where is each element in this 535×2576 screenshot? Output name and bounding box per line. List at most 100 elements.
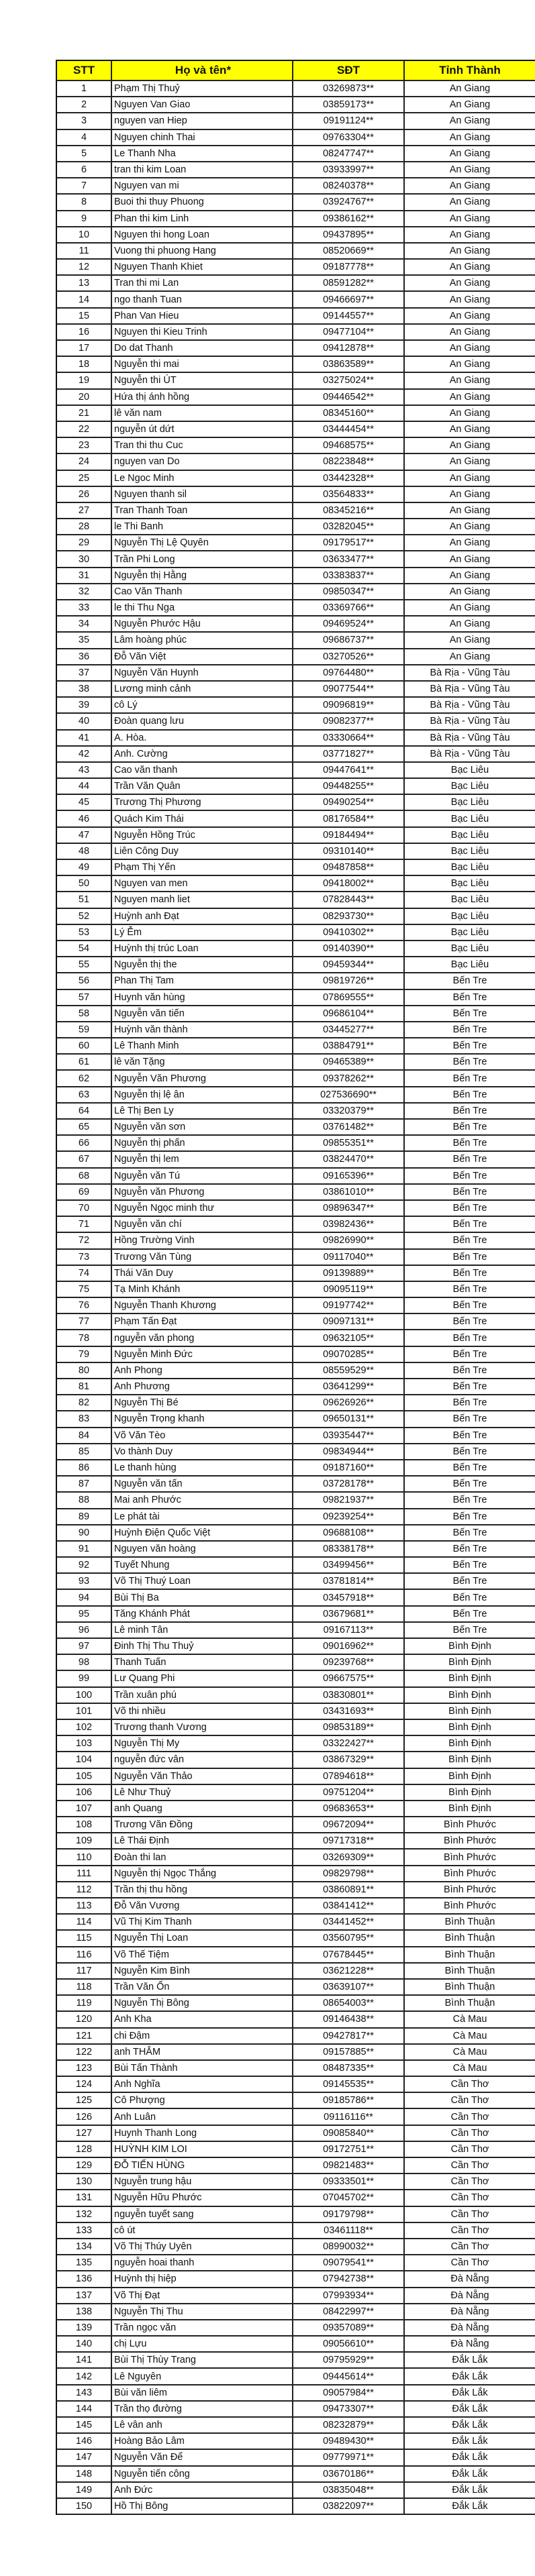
header-phone: SĐT: [293, 61, 405, 80]
province-cell: Bến Tre: [405, 1233, 535, 1248]
phone-cell: 03641299**: [293, 1379, 405, 1395]
table-row: 73 Trương Văn Tùng 09117040** Bến Tre: [57, 1249, 535, 1266]
stt-cell: 142: [57, 2369, 112, 2384]
province-cell: An Giang: [405, 373, 535, 388]
stt-cell: 83: [57, 1411, 112, 1427]
name-cell: tran thi kim Loan: [112, 162, 293, 178]
name-cell: Cao Văn Thanh: [112, 584, 293, 599]
table-row: 18 Nguyễn thi mai 03863589** An Giang: [57, 357, 535, 374]
stt-cell: 91: [57, 1541, 112, 1557]
phone-cell: 09446542**: [293, 389, 405, 405]
phone-cell: 08422997**: [293, 2304, 405, 2319]
table-row: 69 Nguyễn văn Phương 03861010** Bến Tre: [57, 1184, 535, 1201]
province-cell: An Giang: [405, 422, 535, 437]
name-cell: nguyen van Hiep: [112, 113, 293, 129]
stt-cell: 29: [57, 535, 112, 551]
name-cell: cô Lý: [112, 698, 293, 713]
name-cell: Trần Văn Quân: [112, 779, 293, 794]
phone-cell: 09447641**: [293, 762, 405, 778]
name-cell: Vo thành Duy: [112, 1444, 293, 1459]
stt-cell: 137: [57, 2288, 112, 2303]
name-cell: Trần Phi Long: [112, 551, 293, 567]
name-cell: Phan Thị Tam: [112, 973, 293, 989]
province-cell: An Giang: [405, 551, 535, 566]
name-cell: Nguyễn văn chí: [112, 1217, 293, 1232]
province-cell: Bến Tre: [405, 1525, 535, 1540]
table-row: 11 Vuong thi phuong Hang 08520669** An Gian…: [57, 243, 535, 260]
province-cell: Bến Tre: [405, 1330, 535, 1345]
province-cell: An Giang: [405, 244, 535, 258]
name-cell: lê văn nam: [112, 405, 293, 421]
stt-cell: 118: [57, 1979, 112, 1995]
province-cell: Bạc Liêu: [405, 763, 535, 777]
province-cell: Bến Tre: [405, 1590, 535, 1605]
name-cell: nguyễn đức vân: [112, 1752, 293, 1768]
table-row: 96 Lê minh Tân 09167113** Bến Tre: [57, 1622, 535, 1639]
phone-cell: 03269873**: [293, 81, 405, 97]
stt-cell: 15: [57, 308, 112, 323]
province-cell: Bến Tre: [405, 1136, 535, 1150]
stt-cell: 71: [57, 1217, 112, 1232]
name-cell: A. Hòa.: [112, 730, 293, 745]
stt-cell: 101: [57, 1703, 112, 1719]
phone-cell: 09834944**: [293, 1444, 405, 1459]
name-cell: Anh Phương: [112, 1379, 293, 1395]
table-row: 131 Nguyễn Hữu Phước 07045702** Cần Thơ: [57, 2190, 535, 2207]
stt-cell: 72: [57, 1233, 112, 1248]
table-row: 70 Nguyễn Ngọc minh thư 09896347** Bến Tre: [57, 1200, 535, 1218]
stt-cell: 43: [57, 762, 112, 778]
table-row: 55 Nguyễn thị the 09459344** Bạc Liêu: [57, 957, 535, 974]
phone-cell: 09473307**: [293, 2401, 405, 2416]
table-row: 88 Mai anh Phước 09821937** Bến Tre: [57, 1493, 535, 1509]
phone-cell: 03461118**: [293, 2222, 405, 2238]
province-cell: Đắk Lắk: [405, 2385, 535, 2400]
stt-cell: 66: [57, 1136, 112, 1151]
stt-cell: 59: [57, 1022, 112, 1038]
phone-cell: 09751204**: [293, 1784, 405, 1800]
province-cell: An Giang: [405, 503, 535, 518]
name-cell: Nguyễn Thị Lệ Quyên: [112, 535, 293, 551]
phone-cell: 09686104**: [293, 1006, 405, 1021]
table-row: 28 le Thi Banh 03282045** An Giang: [57, 519, 535, 536]
province-cell: An Giang: [405, 309, 535, 323]
province-cell: Bạc Liêu: [405, 844, 535, 859]
phone-cell: 08176584**: [293, 811, 405, 826]
name-cell: Võ thi nhiều: [112, 1703, 293, 1719]
province-cell: Cà Mau: [405, 2012, 535, 2027]
table-row: 148 Nguyễn tiến công 03670186** Đắk Lắk: [57, 2466, 535, 2483]
name-cell: Nguyen van men: [112, 876, 293, 892]
name-cell: Huỳnh Điện Quốc Việt: [112, 1525, 293, 1540]
table-row: 5 Le Thanh Nha 08247747** An Giang: [57, 146, 535, 162]
phone-cell: 09333501**: [293, 2174, 405, 2190]
name-cell: Liên Công Duy: [112, 843, 293, 859]
province-cell: Bến Tre: [405, 1411, 535, 1426]
name-cell: Huỳnh thị trúc Loan: [112, 941, 293, 957]
name-cell: Vũ Thị Kim Thanh: [112, 1915, 293, 1930]
province-cell: Bến Tre: [405, 1185, 535, 1199]
stt-cell: 104: [57, 1752, 112, 1768]
name-cell: Anh Đức: [112, 2482, 293, 2498]
table-row: 4 Nguyen chinh Thai 09763304** An Giang: [57, 129, 535, 146]
stt-cell: 70: [57, 1200, 112, 1216]
province-cell: Bà Rịa - Vũng Tàu: [405, 714, 535, 729]
name-cell: Nguyen thi Kieu Trinh: [112, 324, 293, 339]
province-cell: Cần Thơ: [405, 2239, 535, 2254]
stt-cell: 128: [57, 2141, 112, 2157]
phone-cell: 07869555**: [293, 989, 405, 1005]
phone-cell: 09386162**: [293, 211, 405, 226]
stt-cell: 147: [57, 2450, 112, 2465]
stt-cell: 76: [57, 1298, 112, 1313]
phone-cell: 09686737**: [293, 633, 405, 648]
name-cell: Nguyễn Văn Thảo: [112, 1768, 293, 1784]
phone-cell: 08654003**: [293, 1996, 405, 2011]
province-cell: Bình Định: [405, 1785, 535, 1800]
stt-cell: 48: [57, 843, 112, 859]
stt-cell: 34: [57, 616, 112, 632]
stt-cell: 8: [57, 195, 112, 210]
stt-cell: 123: [57, 2060, 112, 2076]
province-cell: An Giang: [405, 633, 535, 647]
stt-cell: 10: [57, 227, 112, 242]
name-cell: Nguyễn Văn Huynh: [112, 665, 293, 680]
phone-cell: 09139889**: [293, 1265, 405, 1281]
name-cell: Nguyen van mi: [112, 178, 293, 194]
